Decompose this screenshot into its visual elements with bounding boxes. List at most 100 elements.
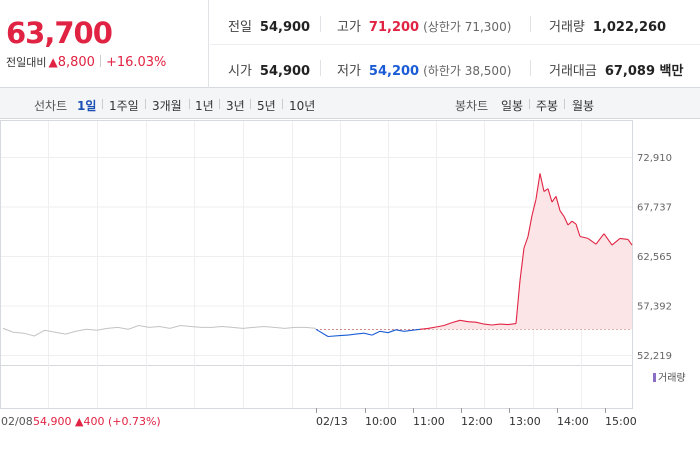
price-line-segment [571,220,577,225]
price-line-segment [507,323,517,326]
y-tick-label: 72,910 [637,153,672,164]
candle-tab-weekly[interactable]: 주봉 [536,99,559,113]
price-line-segment [347,333,357,336]
price-line-segment [535,173,541,200]
price-line-segment [411,328,421,331]
y-tick-label: 52,219 [637,351,672,362]
stat-label: 시가 [228,64,252,79]
current-price: 63,700 [6,16,113,50]
quote-stats: 전일 54,900 고가 71,200 (상한가 71,300) 거래량 1,022,2… [210,0,700,88]
price-line-segment [459,319,469,323]
x-tick-label: 12:00 [461,415,493,428]
price-line-segment [379,330,389,334]
price-area-fill [316,173,632,330]
price-line-segment [539,173,545,192]
stat-open: 시가 54,900 [228,60,310,79]
change-label: 전일대비 [6,56,47,69]
price-line-segment [551,195,557,203]
price-line-segment [523,236,529,249]
price-line-segment [451,319,461,324]
price-line-segment [603,233,613,246]
divider [530,16,531,32]
price-line-segment [575,223,581,237]
divider [210,44,700,45]
divider [282,99,283,109]
stat-value: 54,200 [368,64,420,79]
period-tab-1d[interactable]: 1일 [77,99,97,113]
volume-legend-label: 거래량 [658,372,686,384]
x-tick-label: 02/13 [316,415,348,428]
price-summary: 63,700 전일대비 ▲8,800 +16.03% [0,0,209,88]
price-line-segment [355,332,365,335]
price-line-segment [419,327,429,330]
price-line-segment [339,334,349,337]
period-tab-10y[interactable]: 10년 [289,99,316,113]
price-line-segment [327,335,341,338]
price-line-segment [395,329,405,332]
price-line-segment [427,326,437,329]
divider [529,99,530,109]
line-chart-title: 선차트 [34,99,68,113]
previous-day-date: 02/08 [1,415,33,428]
change-percent: +16.03% [105,55,167,70]
stat-prev-close: 전일 54,900 [228,16,310,35]
stat-value: 54,900 [259,20,311,35]
price-line-segment [579,235,589,239]
price-line-segment [555,196,561,211]
stat-high: 고가 71,200 (상한가 71,300) [337,16,511,35]
price-chart-canvas[interactable]: 72,910 67,737 62,565 57,392 52,219 거래량 02/13 10… [0,120,700,450]
price-line-segment [499,323,509,326]
price-line-segment [547,188,553,203]
divider [189,99,190,109]
volume-legend-swatch [653,373,656,382]
divider [99,55,101,67]
price-line-segment [315,328,329,337]
change-amount: 8,800 [57,55,95,70]
price-line-segment [611,237,621,246]
stat-amount: 거래대금 67,089 백만 [549,60,683,79]
candle-chart-title: 봉차트 [455,99,489,113]
previous-day-close: 54,900 ▲400 (+0.73%) [33,415,161,428]
stat-label: 저가 [337,64,361,79]
period-tab-3y[interactable]: 3년 [226,99,245,113]
period-tab-5y[interactable]: 5년 [257,99,276,113]
price-line-segment [363,332,373,336]
price-line-segment [403,329,413,332]
price-line-segment [515,280,521,324]
price-line-segment [543,188,549,192]
price-line-segment [467,321,477,323]
x-tick-label: 15:00 [605,415,637,428]
stat-value: 71,200 [368,20,420,35]
price-line-segment [527,215,533,237]
stat-value: 67,089 백만 [604,64,684,79]
stat-value: 1,022,260 [592,20,667,35]
x-tick-label: 10:00 [365,415,397,428]
quote-header: 63,700 전일대비 ▲8,800 +16.03% 전일 54,900 고가 71,2… [0,0,700,88]
price-line-segment [587,237,597,245]
price-change: 전일대비 ▲8,800 +16.03% [6,54,166,70]
divider [564,99,565,109]
price-line-segment [491,323,501,326]
price-line-segment [475,321,485,325]
stat-sub: (상한가 71,300) [423,20,512,34]
price-line-segment [531,199,537,216]
stat-sub: (하한가 38,500) [423,64,512,78]
price-line-segment [371,330,381,336]
chart-toolbar: 선차트 1일 1주일 3개월 1년 3년 5년 10년 봉차트 일봉 주봉 월봉 [0,88,700,119]
candle-tab-monthly[interactable]: 월봉 [572,99,595,113]
stat-label: 거래량 [549,20,585,35]
candle-tab-daily[interactable]: 일봉 [501,99,524,113]
price-line-segment [567,220,573,226]
period-tab-3m[interactable]: 3개월 [152,99,182,113]
period-tab-1y[interactable]: 1년 [195,99,214,113]
x-tick-label: 14:00 [557,415,589,428]
price-line-segment [483,323,493,326]
price-line-segment [627,239,633,246]
price-chart[interactable]: 72,910 67,737 62,565 57,392 52,219 거래량 02/13 10… [0,120,700,450]
y-tick-label: 57,392 [637,302,672,313]
price-line-segment [387,329,397,334]
price-line-segment [619,237,629,240]
stat-value: 54,900 [259,64,311,79]
divider [320,16,321,32]
period-tab-1w[interactable]: 1주일 [109,99,139,113]
